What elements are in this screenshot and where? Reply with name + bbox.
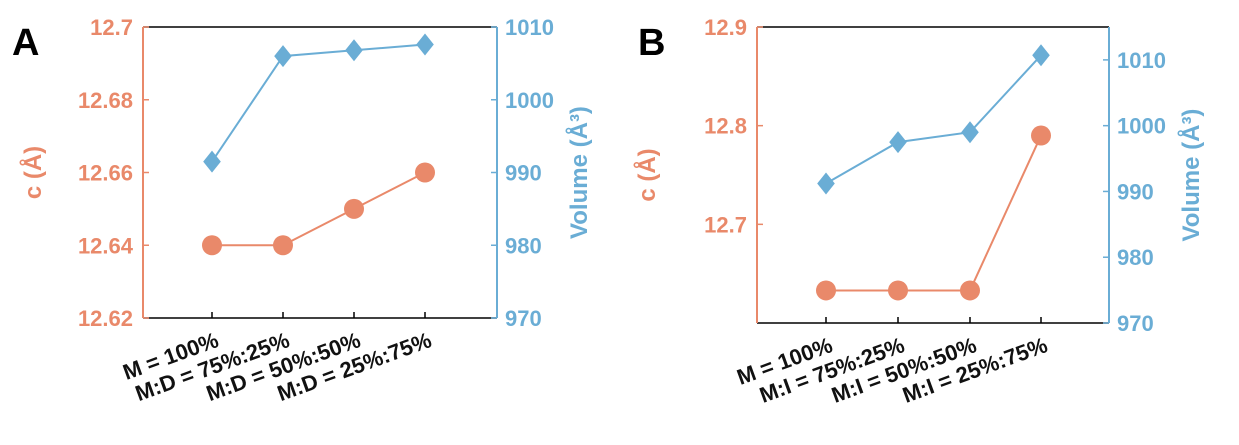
right-tick-label: 970 [1117, 311, 1154, 336]
volume-point [961, 121, 979, 144]
right-axis-title: Volume (Å³) [565, 106, 593, 239]
left-axis-title: c (Å) [633, 148, 661, 201]
volume-point [203, 150, 221, 173]
c-parameter-point [202, 235, 222, 256]
left-tick-label: 12.64 [78, 233, 134, 258]
right-tick-label: 980 [1117, 245, 1154, 270]
panel-label: B [638, 22, 665, 64]
volume-point [817, 172, 835, 195]
right-axis-title: Volume (Å³) [1177, 109, 1205, 242]
right-tick-label: 1000 [1117, 114, 1166, 139]
left-tick-label: 12.8 [704, 114, 747, 139]
left-tick-label: 12.68 [78, 88, 133, 113]
right-tick-label: 1010 [505, 15, 554, 40]
c-parameter-point [816, 280, 836, 301]
volume-point [416, 33, 434, 56]
left-tick-label: 12.62 [78, 306, 133, 331]
c-parameter-point [1031, 125, 1051, 146]
c-parameter-point [960, 280, 980, 301]
left-tick-label: 12.9 [704, 15, 747, 40]
chart-panel-b: B 12.7 12.8 12.9 970 980 990 1000 1010 c (Å) Volum… [633, 15, 1205, 408]
left-axis-title: c (Å) [19, 146, 47, 199]
right-tick-label: 990 [505, 161, 542, 186]
right-tick-label: 1010 [1117, 48, 1166, 73]
panel-label: A [12, 22, 39, 64]
left-tick-label: 12.7 [704, 212, 747, 237]
volume-series-line [825, 54, 1042, 185]
right-tick-label: 980 [505, 233, 542, 258]
volume-point [345, 39, 363, 62]
chart-panel-a: A 12.62 12.64 12.66 12.68 12.7 970 980 990 1000 10… [12, 15, 593, 406]
c-parameter-point [273, 235, 293, 256]
right-tick-label: 990 [1117, 179, 1154, 204]
volume-point [889, 131, 907, 154]
c-parameter-point [344, 198, 364, 219]
left-tick-label: 12.66 [78, 161, 133, 186]
c-parameter-point [415, 162, 435, 183]
right-tick-label: 970 [505, 306, 542, 331]
c-parameter-series-line [826, 135, 1042, 292]
volume-series-line [211, 43, 426, 163]
c-parameter-point [888, 280, 908, 301]
volume-point [1032, 44, 1050, 67]
volume-point [274, 45, 292, 68]
c-parameter-series-line [212, 171, 426, 247]
left-tick-label: 12.7 [90, 15, 133, 40]
right-tick-label: 1000 [505, 88, 554, 113]
